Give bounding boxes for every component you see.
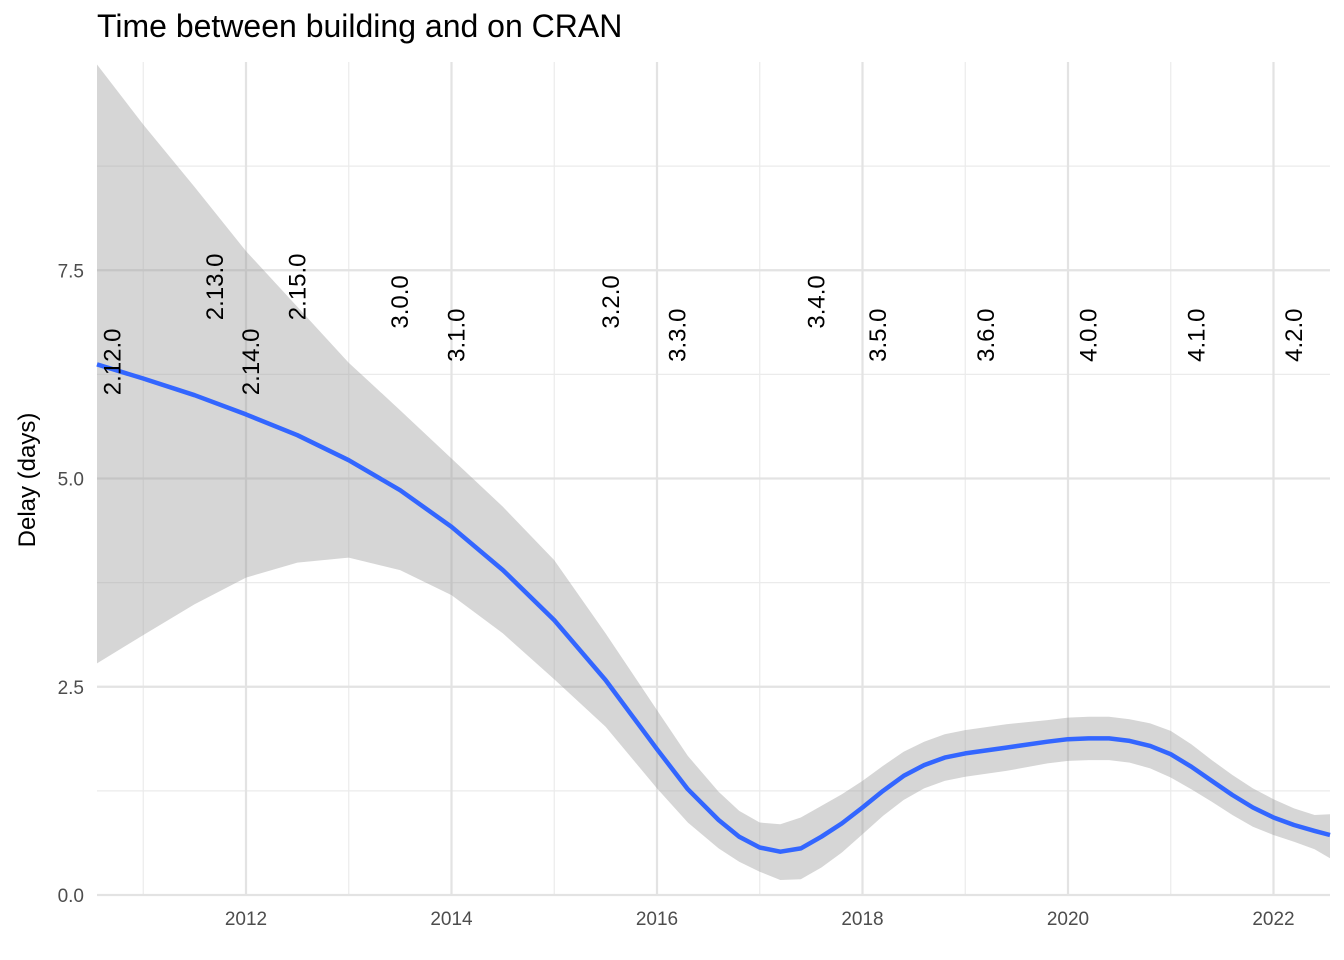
version-labels: 2.12.0 2.13.0 2.14.0 2.15.0 3.0.0 3.1.0 3.2.0 3…: [99, 253, 1308, 395]
version-label: 3.3.0: [665, 309, 692, 362]
version-label: 4.0.0: [1076, 309, 1103, 362]
version-label: 3.6.0: [973, 309, 1000, 362]
version-label: 4.1.0: [1183, 309, 1210, 362]
version-label: 2.13.0: [202, 253, 229, 320]
chart-title: Time between building and on CRAN: [97, 8, 623, 44]
x-tick-label: 2016: [636, 909, 678, 930]
y-axis-title: Delay (days): [14, 413, 41, 548]
version-label: 3.1.0: [444, 309, 471, 362]
version-label: 2.15.0: [284, 253, 311, 320]
version-label: 3.2.0: [598, 275, 625, 328]
grid-major: [97, 62, 1330, 897]
y-axis-ticks: 0.0 2.5 5.0 7.5: [58, 261, 84, 907]
x-tick-label: 2014: [430, 909, 473, 930]
y-tick-label: 2.5: [58, 678, 84, 699]
version-label: 3.5.0: [865, 309, 892, 362]
x-tick-label: 2018: [841, 909, 883, 930]
y-tick-label: 0.0: [58, 886, 84, 907]
confidence-ribbon: [97, 64, 1330, 880]
x-tick-label: 2020: [1047, 909, 1089, 930]
x-tick-label: 2012: [225, 909, 267, 930]
x-tick-label: 2022: [1252, 909, 1294, 930]
y-tick-label: 7.5: [58, 261, 84, 282]
x-axis-ticks: 2012 2014 2016 2018 2020 2022: [225, 909, 1295, 930]
version-label: 3.4.0: [803, 275, 830, 328]
version-label: 4.2.0: [1281, 309, 1308, 362]
smooth-line: [96, 362, 1331, 854]
version-label: 2.14.0: [238, 328, 265, 395]
version-label: 2.12.0: [99, 328, 126, 395]
version-label: 3.0.0: [387, 275, 414, 328]
y-tick-label: 5.0: [58, 470, 84, 491]
